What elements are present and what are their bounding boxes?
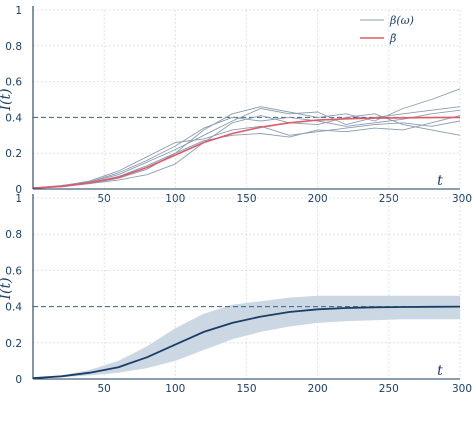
y-tick-label: 0.8	[5, 229, 22, 241]
series-line-mean	[32, 305, 461, 379]
confidence-band	[33, 295, 460, 379]
y-axis-label: I(t)	[0, 88, 14, 111]
x-tick-label: 100	[165, 383, 185, 395]
y-tick-label: 0.6	[5, 265, 22, 277]
y-tick-label: 0.8	[5, 41, 22, 53]
y-tick-label: 0.2	[5, 338, 22, 350]
series-line-sample	[32, 106, 461, 189]
series-line-sample	[32, 120, 461, 189]
x-tick-label: 200	[308, 383, 328, 395]
x-tick-label: 250	[379, 383, 399, 395]
y-tick-label: 0	[15, 184, 22, 196]
y-tick-label: 0.2	[5, 148, 22, 160]
series-line-sample	[32, 88, 461, 189]
y-tick-label: 0.4	[5, 302, 22, 314]
series-line-mean	[32, 116, 461, 189]
x-tick-label: 300	[452, 193, 472, 205]
y-tick-label: 0.4	[5, 112, 22, 124]
legend-label: β(ω)	[389, 14, 414, 27]
x-axis-label: t	[437, 363, 443, 379]
y-axis-label: I(t)	[0, 277, 14, 300]
y-tick-label: 1	[15, 5, 22, 17]
y-tick-label: 0	[15, 374, 22, 386]
y-tick-label: 1	[15, 193, 22, 205]
x-tick-label: 50	[97, 383, 110, 395]
x-tick-label: 300	[452, 383, 472, 395]
series-line-sample	[32, 109, 461, 189]
x-tick-label: 150	[236, 383, 256, 395]
x-axis-label: t	[437, 173, 443, 189]
y-tick-label: 0.6	[5, 77, 22, 89]
legend-label: β̄	[389, 32, 396, 45]
